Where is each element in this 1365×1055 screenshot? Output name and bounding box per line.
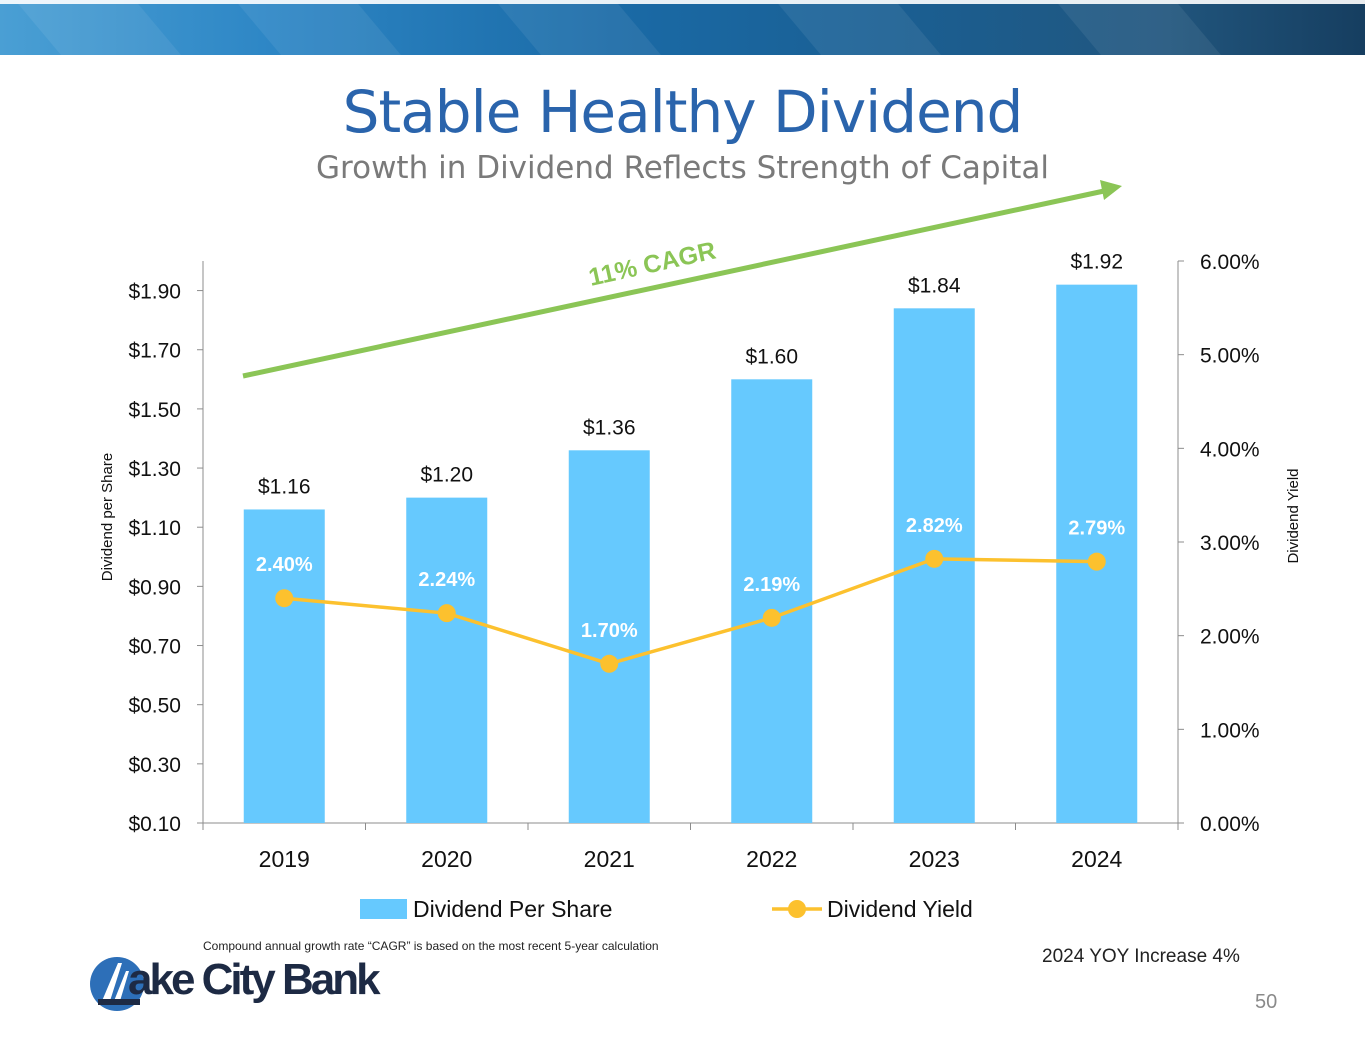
- bar-data-label: $1.92: [1070, 251, 1123, 274]
- bar-data-label: $1.36: [583, 416, 636, 439]
- bar-dividend-per-share: [731, 379, 813, 823]
- logo-wordmark: ake City Bank: [128, 955, 381, 1004]
- x-axis-category-label: 2021: [584, 846, 635, 872]
- left-axis-tick-label: $1.10: [128, 517, 181, 540]
- right-axis-tick-label: 1.00%: [1200, 719, 1260, 742]
- logo-emblem-icon: [90, 957, 144, 1011]
- left-axis-tick-label: $1.70: [128, 340, 181, 363]
- left-axis-tick-label: $0.10: [128, 813, 181, 836]
- cagr-arrow-line: [242, 188, 1105, 379]
- bar-data-label: $1.84: [908, 274, 961, 297]
- slide-subtitle: Growth in Dividend Reflects Strength of …: [316, 150, 1049, 186]
- yield-data-label: 2.40%: [256, 554, 313, 576]
- bar-data-label: $1.16: [258, 475, 311, 498]
- dividend-yield-point: [925, 549, 944, 568]
- right-axis-tick-label: 2.00%: [1200, 626, 1260, 649]
- legend-swatch-marker-dividend-yield: [788, 900, 806, 918]
- x-axis-category-label: 2020: [421, 846, 472, 872]
- x-axis-category-label: 2024: [1071, 846, 1122, 872]
- yoy-increase-note: 2024 YOY Increase 4%: [1042, 946, 1240, 967]
- page-number: 50: [1255, 991, 1278, 1013]
- cagr-annotation: 11% CAGR: [586, 237, 718, 292]
- dividend-yield-point: [1087, 552, 1106, 571]
- left-axis-tick-label: $0.50: [128, 695, 181, 718]
- x-axis-category-label: 2022: [746, 846, 797, 872]
- legend-swatch-dividend-per-share: [360, 899, 407, 919]
- banner-top-line: [0, 0, 1365, 4]
- yield-data-label: 2.19%: [743, 574, 800, 596]
- left-axis-tick-label: $0.90: [128, 576, 181, 599]
- x-axis-category-label: 2023: [909, 846, 960, 872]
- left-axis-title: Dividend per Share: [99, 453, 116, 581]
- left-axis-tick-label: $1.50: [128, 399, 181, 422]
- bar-dividend-per-share: [568, 450, 650, 823]
- right-axis-tick-label: 6.00%: [1200, 251, 1260, 274]
- right-axis-tick-label: 5.00%: [1200, 345, 1260, 368]
- cagr-footnote: Compound annual growth rate “CAGR” is ba…: [203, 939, 659, 953]
- bar-dividend-per-share: [243, 509, 325, 823]
- left-axis-tick-label: $0.70: [128, 636, 181, 659]
- right-axis-tick-label: 3.00%: [1200, 532, 1260, 555]
- header-banner: [0, 0, 1365, 55]
- left-axis-tick-label: $1.30: [128, 458, 181, 481]
- dividend-yield-point: [762, 608, 781, 627]
- left-axis-tick-label: $1.90: [128, 281, 181, 304]
- dividend-yield-point: [275, 589, 294, 608]
- slide-title: Stable Healthy Dividend: [342, 78, 1024, 146]
- lake-city-bank-logo: ake City Bank: [88, 953, 428, 1015]
- dividend-yield-point: [437, 604, 456, 623]
- legend-label-dividend-per-share: Dividend Per Share: [413, 896, 612, 922]
- right-axis-tick-label: 0.00%: [1200, 813, 1260, 836]
- bar-data-label: $1.60: [745, 345, 798, 368]
- yield-data-label: 1.70%: [581, 620, 638, 642]
- dividend-yield-point: [600, 654, 619, 673]
- legend-label-dividend-yield: Dividend Yield: [827, 896, 973, 922]
- right-axis-title: Dividend Yield: [1285, 468, 1302, 563]
- right-axis-tick-label: 4.00%: [1200, 438, 1260, 461]
- bar-dividend-per-share: [406, 497, 488, 823]
- x-axis-category-label: 2019: [259, 846, 310, 872]
- yield-data-label: 2.24%: [418, 569, 475, 591]
- left-axis-tick-label: $0.30: [128, 754, 181, 777]
- bar-data-label: $1.20: [420, 464, 473, 487]
- yield-data-label: 2.79%: [1068, 518, 1125, 540]
- cagr-arrowhead-icon: [1100, 180, 1122, 200]
- dividend-yield-line: [284, 557, 1097, 666]
- yield-data-label: 2.82%: [906, 515, 963, 537]
